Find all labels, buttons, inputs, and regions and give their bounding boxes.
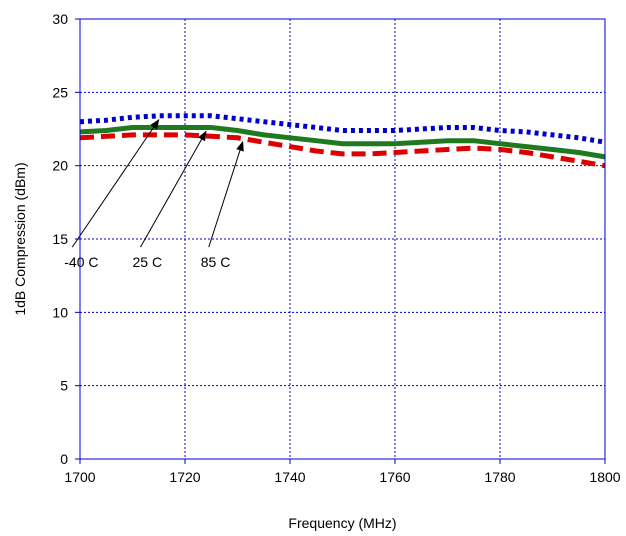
series-line-2 [79,125,606,160]
series-line-3 [79,132,606,169]
annotation-label: 25 C [133,254,163,270]
x-tick-label: 1760 [379,469,410,485]
grid [80,19,605,459]
series-group [79,113,606,169]
y-tick-label: 0 [60,451,68,467]
y-tick-label: 25 [52,84,68,100]
y-tick-label: 5 [60,378,68,394]
annotation-arrow [140,130,207,248]
annotation-label: 85 C [201,254,231,270]
y-axis-title: 1dB Compression (dBm) [12,162,28,315]
x-tick-label: 1720 [169,469,200,485]
ticks: 1700 1720 1740 1760 1780 1800 0 5 10 15 20 25 30 [52,11,620,485]
annotation-label: -40 C [64,254,98,270]
x-tick-label: 1800 [589,469,620,485]
annotation-arrow [71,118,160,248]
y-tick-label: 10 [52,304,68,320]
x-tick-label: 1700 [64,469,95,485]
x-tick-label: 1780 [484,469,515,485]
y-tick-label: 20 [52,158,68,174]
x-tick-label: 1740 [274,469,305,485]
y-tick-label: 30 [52,11,68,27]
annotation-arrow [208,140,244,248]
y-tick-label: 15 [52,231,68,247]
plot-frame [79,18,606,460]
annotations: -40 C 25 C 85 C [64,118,244,270]
x-axis-title: Frequency (MHz) [288,515,396,531]
